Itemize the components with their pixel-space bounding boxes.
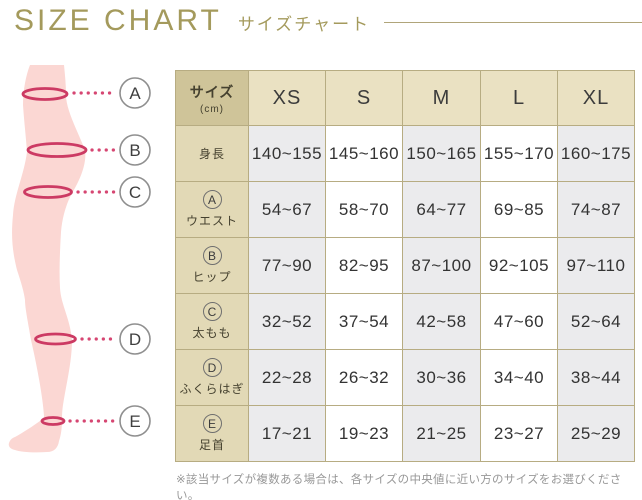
circled-letter-a: A [202, 190, 222, 209]
cell-height-s: 145~160 [325, 125, 403, 182]
cell-hip-xs: 77~90 [248, 237, 326, 294]
row-label-text: 身長 [198, 147, 225, 161]
marker-circle-c [119, 176, 151, 208]
cell-waist-s: 58~70 [325, 181, 403, 238]
leg-silhouette [8, 65, 86, 453]
cell-thigh-xl: 52~64 [557, 293, 635, 350]
row-label-text: 足首 [198, 438, 225, 452]
cell-hip-xl: 97~110 [557, 237, 635, 294]
cell-waist-m: 64~77 [402, 181, 481, 238]
column-header-xl: XL [557, 70, 635, 126]
cell-waist-xs: 54~67 [248, 181, 326, 238]
cell-thigh-xs: 32~52 [248, 293, 326, 350]
table-row-waist: A ウエスト 54~67 58~70 64~77 69~85 74~87 [175, 181, 635, 238]
column-header-m: M [402, 70, 481, 126]
corner-label: サイズ [189, 83, 235, 100]
cell-ankle-s: 19~23 [325, 405, 403, 462]
cell-calf-m: 30~36 [402, 349, 481, 406]
cell-calf-xl: 38~44 [557, 349, 635, 406]
cell-thigh-m: 42~58 [402, 293, 481, 350]
cell-hip-l: 92~105 [480, 237, 558, 294]
cell-calf-xs: 22~28 [248, 349, 326, 406]
cell-height-xl: 160~175 [557, 125, 635, 182]
marker-a: A [119, 77, 151, 109]
row-label-ankle: E 足首 [175, 405, 249, 462]
corner-header-cell: サイズ (cm) [175, 70, 249, 126]
cell-ankle-m: 21~25 [402, 405, 481, 462]
cell-waist-xl: 74~87 [557, 181, 635, 238]
waist-band [21, 87, 69, 101]
table-row-thigh: C 太もも 32~52 37~54 42~58 47~60 52~64 [175, 293, 635, 350]
cell-thigh-l: 47~60 [480, 293, 558, 350]
cell-thigh-s: 37~54 [325, 293, 403, 350]
row-label-text: ヒップ [192, 270, 232, 284]
marker-e: E [119, 405, 151, 437]
header-divider-line [384, 22, 642, 23]
circled-letter-e: E [202, 414, 222, 433]
row-label-thigh: C 太もも [175, 293, 249, 350]
cell-ankle-xs: 17~21 [248, 405, 326, 462]
cell-calf-l: 34~40 [480, 349, 558, 406]
marker-letter-e: E [129, 412, 140, 431]
cell-waist-l: 69~85 [480, 181, 558, 238]
table-row-height: 身長 140~155 145~160 150~165 155~170 160~1… [175, 125, 635, 182]
body-measurement-diagram: A B C D E [8, 65, 151, 453]
footnote: ※該当サイズが複数ある場合は、各サイズの中央値に近い方のサイズをお選びください。 [176, 474, 622, 500]
page-title: SIZE CHART [14, 4, 222, 37]
marker-letter-a: A [129, 84, 141, 103]
page-header: SIZE CHART サイズチャート [14, 4, 642, 37]
row-label-text: ウエスト [185, 214, 238, 228]
cell-ankle-l: 23~27 [480, 405, 558, 462]
marker-letter-c: C [129, 183, 141, 202]
cell-ankle-xl: 25~29 [557, 405, 635, 462]
page-subtitle: サイズチャート [237, 15, 371, 34]
table-row-calf: D ふくらはぎ 22~28 26~32 30~36 34~40 38~44 [175, 349, 635, 406]
row-label-height: 身長 [175, 125, 249, 182]
marker-circle-d [119, 323, 151, 355]
cell-height-xs: 140~155 [248, 125, 326, 182]
table-row-hip: B ヒップ 77~90 82~95 87~100 92~105 97~110 [175, 237, 635, 294]
row-label-text: 太もも [192, 326, 232, 340]
marker-circle-b [119, 134, 151, 166]
circled-letter-c: C [202, 302, 222, 321]
row-label-text: ふくらはぎ [179, 382, 245, 396]
marker-c: C [119, 176, 151, 208]
circled-letter-b: B [202, 246, 222, 265]
marker-letter-d: D [129, 330, 141, 349]
ankle-band [40, 416, 66, 426]
row-label-waist: A ウエスト [175, 181, 249, 238]
size-chart-table: サイズ (cm) XS S M L XL 身長 140~155 145~160 … [175, 70, 635, 462]
row-label-calf: D ふくらはぎ [175, 349, 249, 406]
thigh-band [23, 185, 73, 199]
table-row-ankle: E 足首 17~21 19~23 21~25 23~27 25~29 [175, 405, 635, 462]
marker-circle-a [119, 77, 151, 109]
marker-letter-b: B [129, 141, 140, 160]
column-header-l: L [480, 70, 558, 126]
table-header-row: サイズ (cm) XS S M L XL [175, 70, 635, 126]
marker-d: D [119, 323, 151, 355]
calf-band [34, 332, 77, 346]
hip-band [26, 142, 88, 158]
column-header-xs: XS [248, 70, 326, 126]
marker-b: B [119, 134, 151, 166]
column-header-s: S [325, 70, 403, 126]
cell-hip-m: 87~100 [402, 237, 481, 294]
row-label-hip: B ヒップ [175, 237, 249, 294]
cell-height-l: 155~170 [480, 125, 558, 182]
marker-circle-e [119, 405, 151, 437]
circled-letter-d: D [202, 358, 222, 377]
corner-unit: (cm) [200, 103, 224, 115]
cell-calf-s: 26~32 [325, 349, 403, 406]
cell-height-m: 150~165 [402, 125, 481, 182]
cell-hip-s: 82~95 [325, 237, 403, 294]
